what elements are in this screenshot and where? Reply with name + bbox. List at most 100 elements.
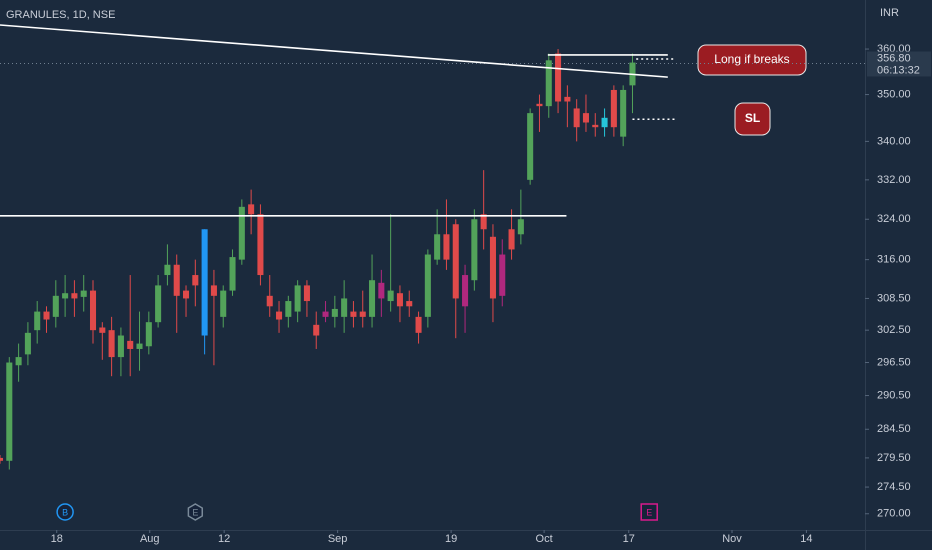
candle-body — [443, 234, 450, 260]
event-icon — [56, 503, 74, 521]
candle-body — [117, 335, 124, 358]
y-tick-label: 274.50 — [877, 481, 911, 493]
candle-body — [359, 311, 366, 317]
candle-body — [127, 340, 134, 349]
chart-title: GRANULES, 1D, NSE — [6, 9, 115, 21]
event-label: B — [62, 507, 68, 517]
y-tick-label: 284.50 — [877, 423, 911, 435]
candle-body — [369, 280, 376, 317]
price-label: 356.80 — [877, 52, 911, 64]
candle-body — [564, 96, 571, 102]
candle-body — [24, 332, 31, 355]
candle-body — [164, 264, 171, 276]
y-tick-label: 296.50 — [877, 356, 911, 368]
candle-body — [517, 219, 524, 235]
candle-body — [387, 290, 394, 302]
candle-body — [582, 113, 589, 123]
y-tick-label: 270.00 — [877, 508, 911, 520]
event-icon — [640, 503, 658, 521]
candle-body — [229, 257, 236, 291]
x-tick-label: Aug — [140, 533, 160, 545]
candle-body — [210, 285, 217, 296]
candle-body — [462, 275, 469, 307]
event-label: E — [192, 507, 198, 517]
candle-body — [294, 285, 301, 312]
y-tick-label: 332.00 — [877, 174, 911, 186]
x-tick-label: 14 — [800, 533, 812, 545]
x-tick-label: 12 — [218, 533, 230, 545]
y-tick-label: 308.50 — [877, 292, 911, 304]
y-tick-label: 290.50 — [877, 389, 911, 401]
candle-body — [527, 113, 534, 180]
candle-body — [108, 330, 115, 358]
candle-body — [89, 290, 97, 331]
candle-body — [285, 301, 292, 317]
y-tick-label: 316.00 — [877, 254, 911, 266]
candle-body — [192, 275, 199, 286]
y-tick-label: 350.00 — [877, 88, 911, 100]
candle-body — [396, 293, 403, 307]
y-tick-label: 279.50 — [877, 452, 911, 464]
drawing-line — [0, 24, 668, 78]
candle-body — [155, 285, 162, 323]
candle-body — [99, 327, 106, 333]
annotation: SL — [745, 111, 760, 125]
candle-body — [480, 214, 487, 230]
candle-body — [220, 290, 227, 317]
candle-body — [415, 316, 422, 333]
candle-body — [248, 204, 255, 215]
candle-body — [471, 219, 478, 281]
candle-body — [136, 343, 143, 349]
candle-body — [536, 103, 543, 107]
y-tick-label: 324.00 — [877, 213, 911, 225]
candle-body — [545, 60, 552, 107]
candle-body — [508, 229, 515, 250]
candle-body — [145, 322, 152, 347]
candle-body — [620, 89, 627, 137]
event-icon — [187, 503, 204, 521]
candle-body — [276, 311, 283, 320]
y-tick-label: 340.00 — [877, 135, 911, 147]
candle-body — [6, 362, 13, 461]
candle-body — [257, 214, 264, 276]
candle-body — [322, 311, 329, 317]
event-label: E — [646, 507, 652, 517]
candle-body — [610, 89, 617, 128]
candle-body — [452, 224, 459, 299]
candle-body — [238, 206, 245, 260]
candle-body — [71, 293, 78, 299]
candle-body — [499, 254, 506, 296]
annotation: Long if breaks — [714, 52, 789, 66]
x-tick-label: Nov — [722, 533, 742, 545]
candle-body — [34, 311, 41, 331]
candle-body — [80, 290, 87, 297]
currency: INR — [880, 7, 899, 19]
annotation-box — [697, 44, 807, 76]
x-tick-label: Oct — [536, 533, 553, 545]
x-tick-label: 19 — [445, 533, 457, 545]
candle-body — [601, 117, 608, 128]
annotation-box — [734, 102, 771, 136]
candle-body — [573, 108, 580, 128]
candle-body — [0, 457, 4, 461]
x-tick-label: 18 — [51, 533, 63, 545]
candle-body — [378, 282, 385, 299]
price-label-box — [867, 51, 931, 77]
candle-body — [424, 254, 431, 317]
candle-body — [266, 295, 273, 307]
candle-body — [331, 308, 338, 317]
candle-body — [182, 290, 190, 299]
x-tick-label: Sep — [328, 533, 348, 545]
candle-body — [555, 53, 562, 102]
x-tick-label: 17 — [623, 533, 635, 545]
candle-body — [173, 264, 180, 296]
candle-body — [592, 124, 599, 128]
candle-body — [406, 301, 413, 307]
candle-body — [201, 229, 208, 336]
candle-body — [313, 324, 320, 336]
candle-body — [15, 357, 22, 366]
candle-body — [43, 311, 50, 320]
candle-body — [489, 236, 496, 299]
